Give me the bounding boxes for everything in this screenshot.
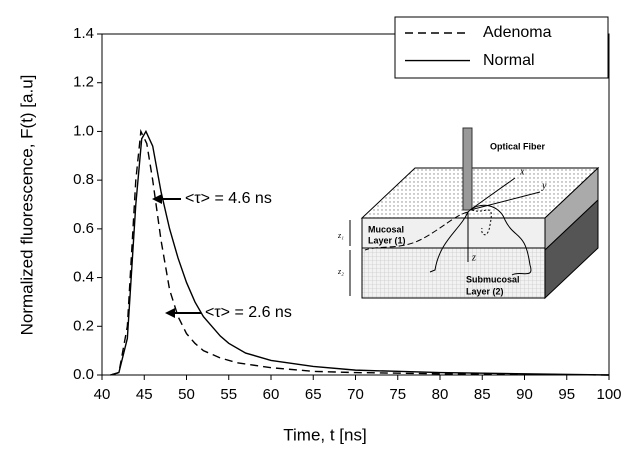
y-tick-label: 0.6	[73, 220, 94, 237]
inset-label: Mucosal	[368, 224, 404, 234]
y-tick-label: 0.8	[73, 171, 94, 188]
axis-arrow	[469, 177, 516, 211]
inset-label: Optical Fiber	[490, 141, 546, 151]
x-tick-label: 85	[474, 386, 491, 403]
photon-path	[364, 211, 469, 251]
line-series	[110, 129, 610, 376]
y-tick-label: 0.4	[73, 269, 94, 286]
y-tick-label: 0.2	[73, 317, 94, 334]
annotation-arrowhead	[152, 194, 162, 204]
y-axis-label: Normalized fluorescence, F(t) [a.u]	[17, 75, 36, 336]
annotation: <τ> = 2.6 ns	[205, 304, 292, 321]
inset-label: z₁	[337, 231, 344, 240]
x-tick-label: 70	[347, 386, 364, 403]
inset-label: Layer (2)	[466, 286, 504, 296]
inset-label: z₂	[337, 267, 344, 276]
y-tick-label: 0.0	[73, 366, 94, 383]
legend-box	[394, 16, 609, 79]
inset-label: z	[471, 252, 476, 263]
axis-arrow	[469, 191, 541, 211]
y-tick-label: 1.0	[73, 122, 94, 139]
x-tick-label: 45	[136, 386, 153, 403]
inset-label: Submucosal	[466, 274, 520, 284]
line-series	[110, 128, 610, 376]
annotation: <τ> = 4.6 ns	[185, 190, 272, 207]
y-tick-label: 1.4	[73, 25, 94, 42]
x-tick-label: 60	[263, 386, 280, 403]
photon-path	[467, 204, 532, 276]
side-lower	[544, 198, 599, 300]
x-tick-label: 55	[220, 386, 237, 403]
inset-label: y	[541, 180, 547, 191]
x-tick-label: 80	[432, 386, 449, 403]
x-axis-label: Time, t [ns]	[283, 425, 366, 444]
inset-label: x	[519, 166, 525, 177]
annotation-arrowhead	[165, 308, 175, 318]
y-tick-label: 1.2	[73, 74, 94, 91]
inset-label: Layer (1)	[368, 235, 406, 245]
submucosal-layer	[361, 247, 546, 299]
x-tick-label: 75	[389, 386, 406, 403]
x-tick-label: 90	[516, 386, 533, 403]
photon-path	[471, 209, 492, 236]
legend-label: Adenoma	[483, 24, 552, 41]
x-tick-label: 50	[178, 386, 195, 403]
optical-fiber	[462, 127, 473, 211]
photon-path	[429, 211, 469, 273]
x-tick-label: 100	[596, 386, 621, 403]
inset-diagram: Optical Fiber x y z Mucosal Layer (1) Su…	[337, 127, 600, 300]
x-tick-label: 40	[94, 386, 111, 403]
legend-label: Normal	[483, 52, 535, 69]
x-tick-label: 65	[305, 386, 322, 403]
x-tick-label: 95	[558, 386, 575, 403]
